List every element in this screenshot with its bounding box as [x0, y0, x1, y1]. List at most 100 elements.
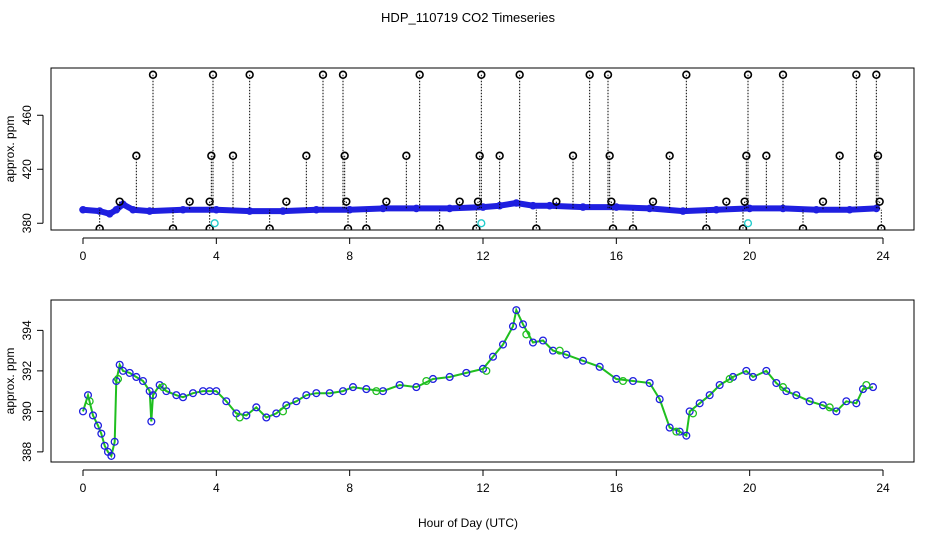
series-point — [148, 391, 158, 400]
series-point — [595, 362, 604, 371]
series-line — [82, 306, 874, 459]
series-point-green — [422, 376, 431, 386]
x-tick-label: 0 — [80, 249, 87, 263]
x-tick-label: 12 — [476, 481, 490, 495]
series-point — [97, 429, 106, 438]
series-point-green — [235, 413, 244, 422]
series-point — [852, 399, 861, 408]
spike-point — [455, 197, 464, 206]
spike-point — [362, 224, 371, 230]
series-point — [528, 338, 538, 347]
plot-area — [78, 306, 878, 460]
spike-point — [302, 151, 311, 160]
spike-point — [495, 151, 504, 160]
series-point — [362, 385, 371, 394]
series-point — [100, 441, 109, 450]
series-point — [682, 431, 691, 440]
spike-point — [477, 70, 486, 79]
series-point-green — [725, 374, 734, 384]
series-point — [312, 389, 321, 398]
spike-point — [402, 151, 411, 160]
spike-point — [628, 224, 638, 230]
baseline-point — [112, 205, 121, 214]
baseline-point — [445, 204, 454, 213]
series-point — [508, 322, 518, 331]
spike-point — [532, 224, 541, 230]
spike-point — [872, 70, 881, 79]
spike-point — [743, 70, 753, 79]
spike-point — [702, 224, 711, 230]
series-point — [488, 352, 498, 361]
baseline-point — [79, 205, 87, 214]
series-point — [695, 399, 704, 408]
series-point — [412, 383, 421, 392]
y-tick-label: 388 — [20, 442, 34, 462]
spike-point — [605, 151, 614, 160]
y-tick-label: 392 — [20, 361, 34, 381]
series-point-green — [113, 374, 123, 384]
spike-point — [682, 70, 691, 79]
spike-point — [475, 151, 484, 160]
spike-point — [415, 70, 424, 79]
series-point-green — [482, 366, 491, 375]
spike-point — [132, 151, 141, 160]
series-point — [462, 368, 471, 377]
spike-point — [95, 224, 104, 230]
series-point — [107, 451, 116, 460]
spike-point — [852, 70, 861, 79]
baseline-point — [612, 203, 621, 211]
spike-point — [168, 224, 178, 230]
baseline-point — [812, 205, 821, 214]
x-tick-label: 20 — [743, 249, 757, 263]
x-tick-label: 4 — [213, 249, 220, 263]
series-point-green — [862, 380, 871, 390]
spike-point — [228, 151, 238, 160]
spike-point — [665, 151, 674, 160]
spike-point — [207, 151, 216, 160]
baseline-point — [745, 204, 754, 213]
spike-point — [208, 70, 218, 79]
series-point — [538, 336, 548, 345]
spike-point — [515, 70, 524, 79]
series-point — [138, 376, 148, 386]
series-point — [252, 403, 261, 412]
y-axis-label: approx. ppm — [3, 116, 17, 183]
series-point — [772, 378, 781, 388]
baseline-point — [412, 204, 421, 213]
series-point — [125, 368, 134, 377]
series-point — [338, 387, 348, 396]
spike-point — [762, 151, 771, 160]
series-point-green — [618, 376, 628, 386]
series-point — [110, 437, 119, 446]
spike-point — [245, 70, 254, 79]
series-point — [832, 407, 841, 416]
spike-point — [722, 197, 731, 206]
series-point-green — [85, 397, 94, 406]
series-point — [78, 407, 88, 416]
chart-title: HDP_110719 CO2 Timeseries — [381, 10, 555, 25]
series-point — [578, 356, 588, 365]
series-point — [302, 391, 311, 400]
series-point — [445, 372, 454, 382]
spike-point — [342, 197, 351, 206]
baseline-point — [179, 205, 187, 214]
series-point — [178, 393, 188, 402]
series-point — [147, 417, 156, 426]
series-point — [512, 306, 521, 315]
x-tick-label: 0 — [80, 481, 87, 495]
y-axis-label: approx. ppm — [3, 348, 17, 415]
series-point — [805, 397, 814, 406]
y-tick-label: 460 — [20, 105, 34, 125]
series-point-green — [278, 407, 288, 416]
spike-point — [608, 224, 618, 230]
x-tick-label: 8 — [346, 249, 353, 263]
baseline-point — [279, 207, 287, 215]
baseline-point — [345, 205, 354, 214]
series-point — [93, 421, 103, 430]
spike-point — [835, 151, 844, 160]
baseline-point — [712, 205, 721, 214]
series-point — [792, 391, 801, 400]
